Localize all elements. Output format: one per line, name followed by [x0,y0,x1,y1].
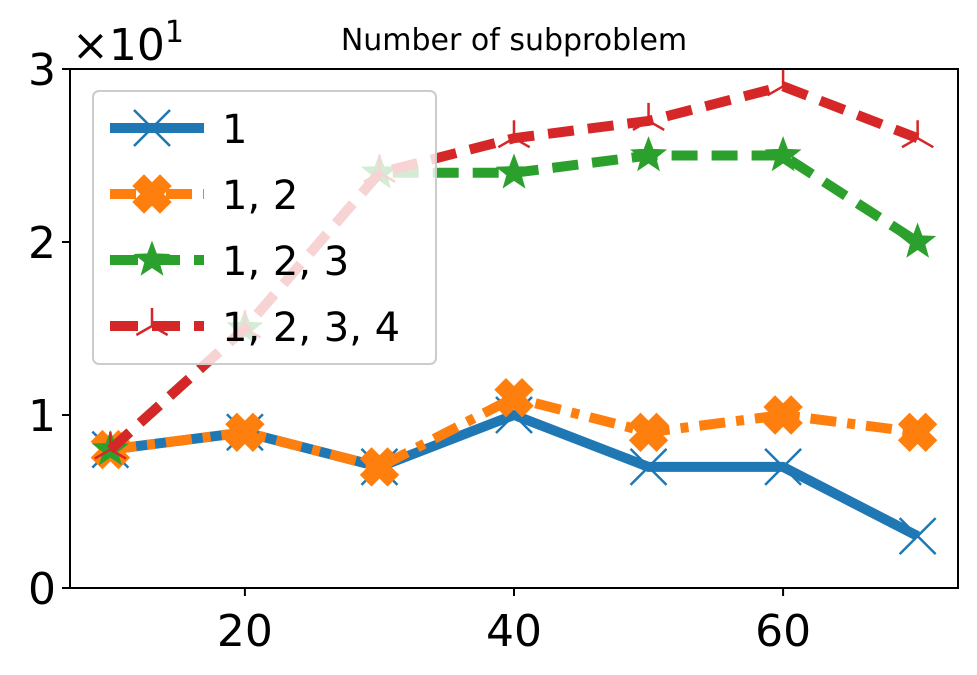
data-point [763,395,803,435]
legend-marker [135,308,169,337]
data-point [630,136,668,172]
x-tick-label: 60 [755,606,811,657]
legend-entry-4: 1, 2, 3, 4 [110,305,400,351]
y-multiplier-exponent: 1 [165,15,184,50]
y-multiplier-label: ×101 [72,15,184,71]
data-point [497,120,531,149]
data-point [225,412,265,453]
data-point [764,136,802,172]
legend-label: 1, 2, 3 [222,239,349,285]
legend-entry-3: 1, 2, 3 [110,239,349,285]
y-tick-label: 0 [28,564,56,615]
legend-marker [133,240,171,276]
legend-label: 1 [222,107,247,153]
legend-entry-1: 1 [110,107,247,153]
data-point [494,377,534,418]
data-point [764,448,802,486]
data-point [495,153,533,189]
chart-title: Number of subproblem [341,23,687,58]
data-point [632,102,665,131]
y-tick-label: 1 [28,391,56,442]
legend-box [92,90,437,365]
data-point [899,222,937,258]
data-point [359,447,400,487]
x-tick-label: 20 [217,606,273,657]
legend-marker [133,109,171,147]
legend-entry-2: 1, 2 [110,173,298,219]
axes: 20 40 60 0 1 2 3 [28,45,959,657]
data-point [766,69,800,97]
x-tick-label: 40 [486,606,542,657]
data-point [898,517,937,555]
legend: 1 1, 2 1, 2, 3 1, 2, 3, 4 [92,90,437,365]
y-tick-label: 3 [28,45,56,96]
data-point [628,412,669,453]
plot-area [90,69,938,555]
y-tick-label: 2 [28,218,56,269]
series-1 [91,396,937,555]
legend-label: 1, 2 [222,173,298,219]
legend-marker [132,174,172,214]
data-point [629,448,668,486]
data-point [897,412,938,453]
data-point [901,120,934,149]
data-point [94,431,127,460]
y-multiplier-base: ×10 [72,20,165,71]
legend-label: 1, 2, 3, 4 [222,305,400,351]
